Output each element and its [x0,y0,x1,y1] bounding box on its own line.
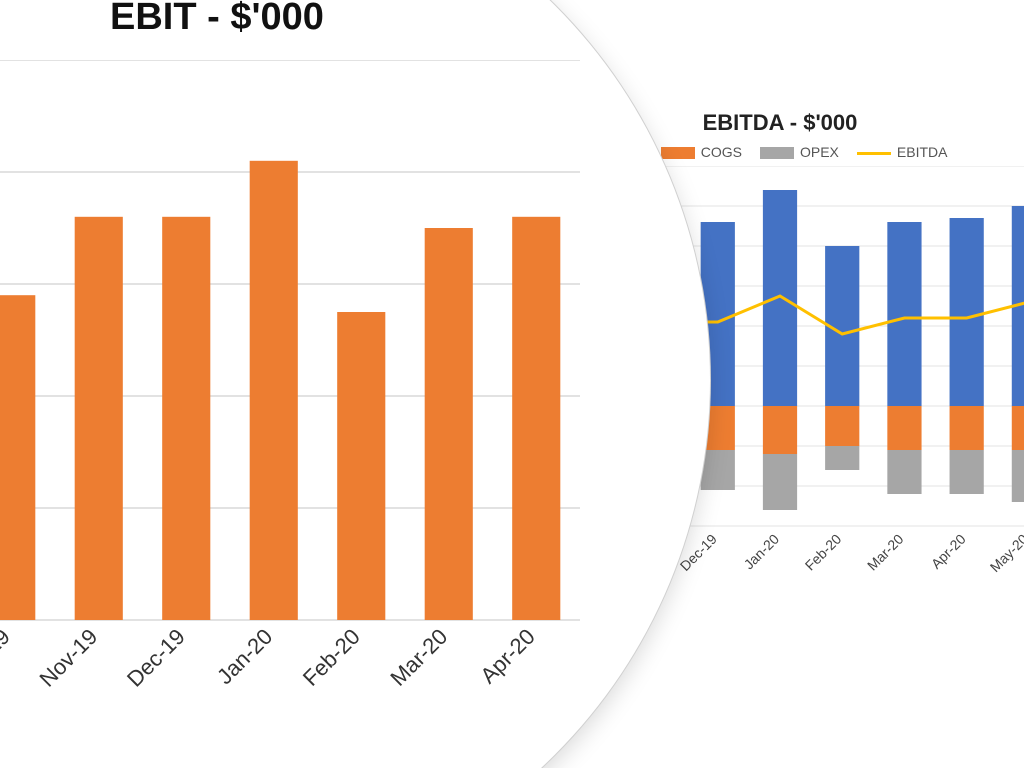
legend-item-cogs: COGS [661,144,742,160]
ebitda-x-label: Mar-20 [864,531,907,574]
ebit-bar [0,295,35,620]
cogs-bar [887,406,921,450]
cogs-bar [1012,406,1024,450]
ebitda-x-label: Apr-20 [928,531,969,572]
ebit-bar [425,228,473,620]
cogs-legend-label: COGS [701,144,742,160]
ebitda-x-label: Jan-20 [741,531,783,573]
opex-bar [825,446,859,470]
ebitda-legend-label: EBITDA [897,144,948,160]
cogs-bar [950,406,984,450]
ebitda-swatch [857,152,891,155]
ebit-bar [512,217,560,620]
cogs-bar [825,406,859,446]
opex-swatch [760,147,794,159]
legend-item-opex: OPEX [760,144,839,160]
revenue-bar [887,222,921,406]
ebitda-x-label: Feb-20 [802,531,845,574]
cogs-swatch [661,147,695,159]
ebit-x-label: Jan-20 [212,624,277,689]
ebit-plot-area: Sep-19Oct-19Nov-19Dec-19Jan-20Feb-20Mar-… [0,60,580,740]
ebit-x-label: Dec-19 [122,624,190,692]
revenue-bar [763,190,797,406]
ebit-bar [337,312,385,620]
ebit-title: EBIT - $'000 [110,0,324,39]
opex-bar [1012,450,1024,502]
magnifier-lens: EBIT - $'000 Sep-19Oct-19Nov-19Dec-19Jan… [0,0,710,768]
cogs-bar [763,406,797,454]
opex-legend-label: OPEX [800,144,839,160]
ebit-bar [250,161,298,620]
opex-bar [950,450,984,494]
ebitda-x-label: May-20 [987,531,1024,575]
opex-bar [887,450,921,494]
ebit-x-label: Nov-19 [34,624,102,692]
revenue-bar [950,218,984,406]
ebit-x-label: Feb-20 [298,624,365,691]
ebit-bar [162,217,210,620]
ebit-chart: EBIT - $'000 Sep-19Oct-19Nov-19Dec-19Jan… [0,0,580,768]
opex-bar [763,454,797,510]
legend-item-ebitda: EBITDA [857,144,948,160]
opex-bar [701,450,735,490]
ebit-x-label: Apr-20 [475,624,539,688]
ebit-x-label: Oct-19 [0,624,15,688]
charts-stage: { "left": { "type": "bar", "title": "EBI… [0,0,1024,768]
ebit-bar [75,217,123,620]
ebit-x-label: Mar-20 [385,624,452,691]
